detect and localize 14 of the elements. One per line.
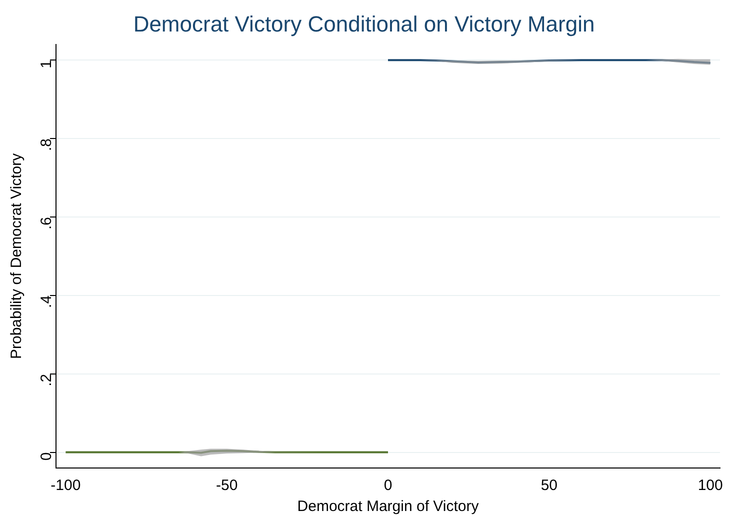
y-tick-label: 0 (38, 452, 56, 461)
y-axis-title: Probability of Democrat Victory (8, 152, 26, 360)
y-tick-label: .4 (38, 295, 56, 308)
x-tick-label: -50 (216, 477, 238, 494)
y-tick-label: .6 (38, 216, 56, 230)
chart-title: Democrat Victory Conditional on Victory Margin (133, 11, 595, 36)
x-axis-title: Democrat Margin of Victory (297, 498, 480, 516)
y-tick-label: .8 (38, 138, 56, 152)
y-tick-label: .2 (38, 374, 56, 386)
x-tick-label: 50 (540, 477, 558, 494)
y-tick-label: 1 (38, 60, 56, 68)
x-tick-label: 100 (698, 477, 723, 494)
x-tick-label: -100 (50, 477, 81, 494)
x-tick-label: 0 (384, 477, 392, 494)
